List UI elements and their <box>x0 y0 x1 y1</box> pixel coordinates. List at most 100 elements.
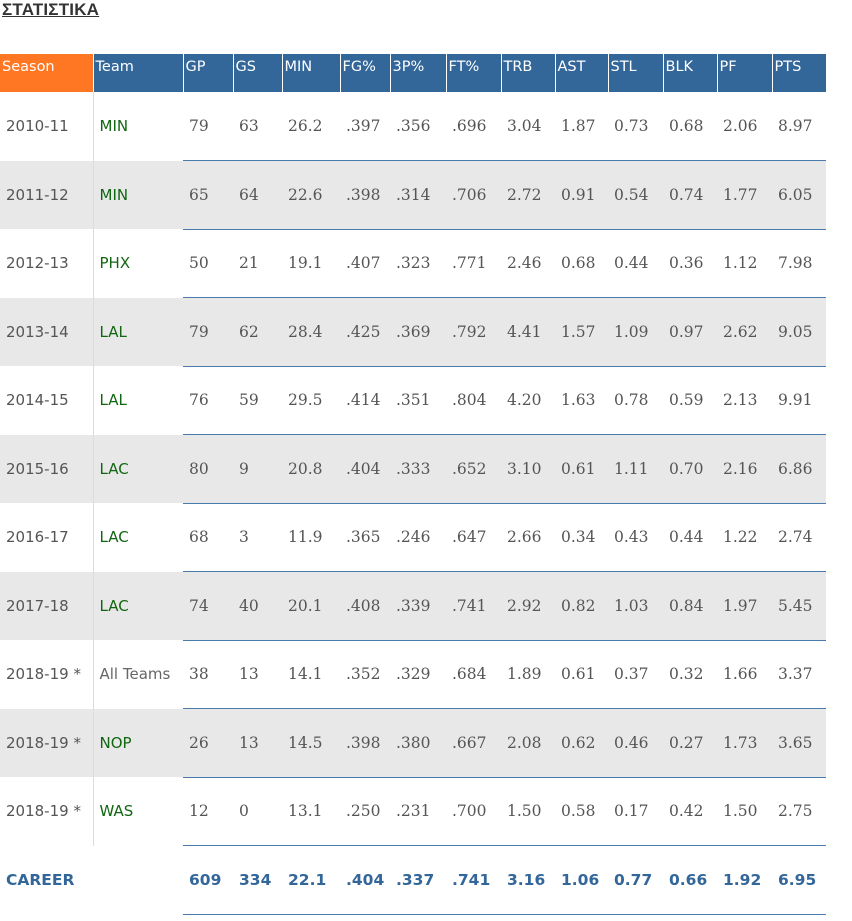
stat-cell-3p-: .323 <box>390 229 446 298</box>
stat-cell-stl: 0.46 <box>608 708 663 778</box>
stat-cell-trb: 4.41 <box>501 297 555 367</box>
team-cell: LAC <box>92 503 183 572</box>
stat-cell-pf: 1.50 <box>717 777 772 846</box>
column-header-pf: PF <box>716 54 772 92</box>
stat-cell-trb: 3.10 <box>501 434 555 504</box>
stat-cell-trb: 2.08 <box>501 708 555 778</box>
table-row: 2015-16 LAC 80 9 20.8.404.333.652 3.10 0.61 1.1… <box>0 434 826 504</box>
career-stat-pf: 1.92 <box>717 845 772 915</box>
stat-cell-ft-: .667 <box>446 708 501 778</box>
table-row: 2018-19 * All Teams 38 13 14.1.352.329.684 1.… <box>0 640 826 709</box>
table-row: 2011-12 MIN 65 64 22.6.398.314.706 2.72 0.91 0.… <box>0 160 826 230</box>
table-row: 2018-19 * NOP 26 13 14.5.398.380.667 2.08 0.62… <box>0 708 826 778</box>
stat-cell-fg-: .414 <box>340 366 390 435</box>
career-stat-stl: 0.77 <box>608 845 663 915</box>
stat-cell-min: 14.5 <box>282 708 340 778</box>
stat-cell-min: 22.6 <box>282 160 340 230</box>
stat-cell-ast: 0.61 <box>555 640 608 709</box>
stat-cell-stl: 0.44 <box>608 229 663 298</box>
stat-cell-blk: 0.97 <box>663 297 717 367</box>
table-body: 2010-11 MIN 79 63 26.2.397.356.696 3.04 1.87 0.… <box>0 92 826 915</box>
stat-cell-ft-: .684 <box>446 640 501 709</box>
column-header-gs: GS <box>232 54 282 92</box>
stat-cell-pts: 8.97 <box>772 92 826 161</box>
stat-cell-min: 11.9 <box>282 503 340 572</box>
stat-cell-blk: 0.59 <box>663 366 717 435</box>
stat-cell-stl: 0.17 <box>608 777 663 846</box>
stat-cell-gs: 64 <box>233 160 282 230</box>
stat-cell-gp: 65 <box>183 160 233 230</box>
stat-cell-gs: 21 <box>233 229 282 298</box>
column-header-season: Season <box>0 54 93 92</box>
stat-cell-min: 13.1 <box>282 777 340 846</box>
team-cell: All Teams <box>92 640 183 709</box>
column-header-fg: FG% <box>339 54 390 92</box>
stat-cell-ast: 1.63 <box>555 366 608 435</box>
stat-cell-fg-: .397 <box>340 92 390 161</box>
stat-cell-gs: 63 <box>233 92 282 161</box>
stat-cell-fg-: .408 <box>340 571 390 641</box>
stat-cell-stl: 1.03 <box>608 571 663 641</box>
stat-cell-trb: 3.04 <box>501 92 555 161</box>
stat-cell-min: 29.5 <box>282 366 340 435</box>
stat-cell-stl: 1.09 <box>608 297 663 367</box>
stat-cell-ft-: .652 <box>446 434 501 504</box>
career-stat-3p-: .337 <box>390 845 446 915</box>
stat-cell-3p-: .314 <box>390 160 446 230</box>
season-cell: 2010-11 <box>6 117 69 136</box>
stat-cell-ast: 0.68 <box>555 229 608 298</box>
stats-table: Season Team GP GS MIN FG% 3P% FT% TRB AST STL BLK PF… <box>0 54 826 915</box>
stat-cell-trb: 2.66 <box>501 503 555 572</box>
stat-cell-blk: 0.70 <box>663 434 717 504</box>
stat-cell-3p-: .356 <box>390 92 446 161</box>
stat-cell-ast: 1.87 <box>555 92 608 161</box>
stat-cell-gs: 40 <box>233 571 282 641</box>
career-stat-fg-: .404 <box>340 845 390 915</box>
season-cell: 2016-17 <box>6 528 69 547</box>
career-stat-ft-: .741 <box>446 845 501 915</box>
stat-cell-stl: 0.78 <box>608 366 663 435</box>
stat-cell-3p-: .369 <box>390 297 446 367</box>
table-row: 2010-11 MIN 79 63 26.2.397.356.696 3.04 1.87 0.… <box>0 92 826 161</box>
stat-cell-pf: 1.73 <box>717 708 772 778</box>
stat-cell-pf: 1.66 <box>717 640 772 709</box>
stat-cell-blk: 0.84 <box>663 571 717 641</box>
stat-cell-3p-: .246 <box>390 503 446 572</box>
stat-cell-stl: 0.54 <box>608 160 663 230</box>
column-header-stl: STL <box>607 54 663 92</box>
team-cell: LAC <box>92 571 183 640</box>
stat-cell-gs: 13 <box>233 640 282 709</box>
stat-cell-pf: 1.12 <box>717 229 772 298</box>
stat-cell-gp: 38 <box>183 640 233 709</box>
stat-cell-fg-: .398 <box>340 708 390 778</box>
team-cell: LAC <box>92 434 183 503</box>
stat-cell-3p-: .380 <box>390 708 446 778</box>
team-cell: MIN <box>92 160 183 229</box>
stat-cell-ft-: .741 <box>446 571 501 641</box>
stat-cell-ast: 0.91 <box>555 160 608 230</box>
stat-cell-min: 26.2 <box>282 92 340 161</box>
stat-cell-ast: 0.61 <box>555 434 608 504</box>
stat-cell-ft-: .792 <box>446 297 501 367</box>
stat-cell-pf: 2.06 <box>717 92 772 161</box>
season-cell: 2018-19 * <box>0 708 93 777</box>
stat-cell-trb: 1.89 <box>501 640 555 709</box>
stat-cell-pf: 2.62 <box>717 297 772 367</box>
stat-cell-trb: 2.92 <box>501 571 555 641</box>
stat-cell-gp: 80 <box>183 434 233 504</box>
stat-cell-blk: 0.32 <box>663 640 717 709</box>
table-row: 2012-13 PHX 50 21 19.1.407.323.771 2.46 0.68 0.… <box>0 229 826 298</box>
stat-cell-3p-: .351 <box>390 366 446 435</box>
season-cell: 2017-18 <box>0 571 93 640</box>
stat-cell-gs: 3 <box>233 503 282 572</box>
stat-cell-ft-: .700 <box>446 777 501 846</box>
column-header-gp: GP <box>182 54 233 92</box>
column-header-ast: AST <box>554 54 608 92</box>
stat-cell-min: 28.4 <box>282 297 340 367</box>
stat-cell-pts: 2.75 <box>772 777 826 846</box>
stat-cell-ast: 0.62 <box>555 708 608 778</box>
stat-cell-3p-: .333 <box>390 434 446 504</box>
career-stat-gs: 334 <box>233 845 282 915</box>
career-stat-gp: 609 <box>183 845 233 915</box>
stat-cell-fg-: .407 <box>340 229 390 298</box>
